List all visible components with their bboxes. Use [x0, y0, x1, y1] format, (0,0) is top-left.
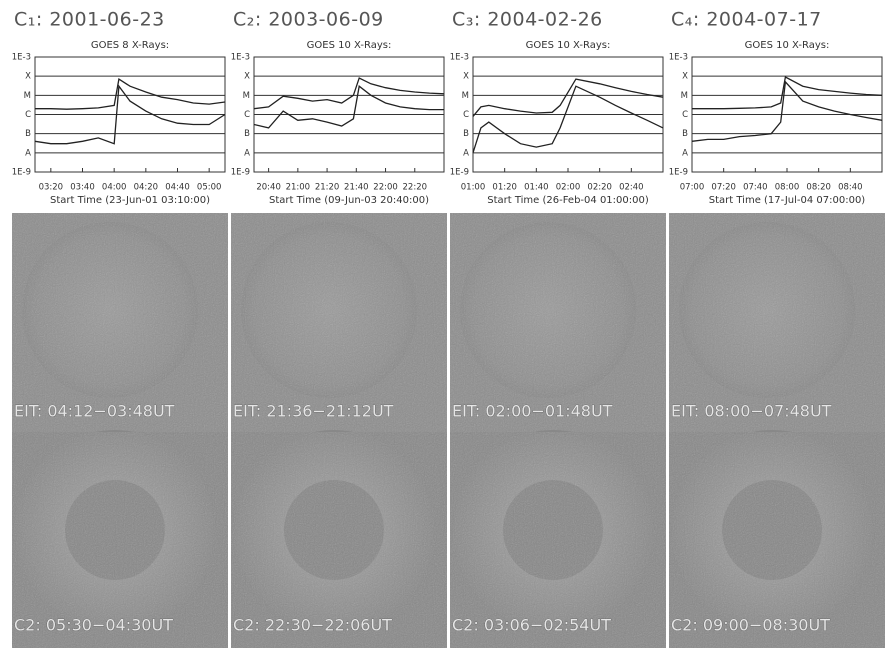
- x-tick-label: 05:00: [197, 183, 222, 193]
- y-tick-label: C: [463, 110, 469, 120]
- y-tick-label: A: [682, 148, 688, 158]
- image-noise: [669, 432, 885, 648]
- y-tick-label: A: [25, 148, 31, 158]
- chart-subtitle: GOES 10 X-Rays:: [745, 40, 830, 51]
- y-tick-label: 1E-3: [669, 53, 688, 63]
- image-noise: [450, 432, 666, 648]
- x-tick-label: 04:20: [134, 183, 159, 193]
- x-axis-label: Start Time (17-Jul-04 07:00:00): [709, 195, 866, 206]
- y-tick-label: M: [243, 91, 250, 101]
- x-tick-label: 04:00: [102, 183, 127, 193]
- x-tick-label: 07:00: [680, 183, 705, 193]
- flux-line: [253, 85, 444, 129]
- y-tick-label: B: [244, 129, 250, 139]
- x-tick-label: 08:40: [838, 183, 863, 193]
- x-axis-label: Start Time (09-Jun-03 20:40:00): [269, 195, 429, 206]
- x-tick-label: 22:00: [373, 183, 398, 193]
- y-tick-label: A: [244, 148, 250, 158]
- flux-line: [34, 84, 226, 145]
- image-noise: [12, 432, 228, 648]
- x-tick-label: 03:20: [39, 183, 64, 193]
- y-tick-label: 1E-3: [450, 53, 469, 63]
- y-tick-label: C: [25, 110, 31, 120]
- eit-label: EIT: 04:12−03:48UT: [14, 402, 175, 421]
- panel-title: C₂: 2003-06-09: [233, 9, 384, 31]
- y-tick-label: B: [25, 129, 31, 139]
- y-tick-label: 1E-9: [12, 168, 31, 178]
- y-tick-label: X: [463, 72, 469, 82]
- y-tick-label: A: [463, 148, 469, 158]
- y-tick-label: B: [682, 129, 688, 139]
- eit-label: EIT: 21:36−21:12UT: [233, 402, 394, 421]
- y-tick-label: C: [244, 110, 250, 120]
- x-tick-label: 01:20: [492, 183, 517, 193]
- x-tick-label: 02:40: [619, 183, 644, 193]
- x-axis-label: Start Time (23-Jun-01 03:10:00): [50, 195, 210, 206]
- eit-label: EIT: 08:00−07:48UT: [671, 402, 832, 421]
- panel-title: C₄: 2004-07-17: [671, 9, 822, 31]
- chart-subtitle: GOES 8 X-Rays:: [91, 40, 169, 51]
- y-tick-label: 1E-3: [231, 53, 250, 63]
- x-tick-label: 21:20: [315, 183, 340, 193]
- chart-subtitle: GOES 10 X-Rays:: [307, 40, 392, 51]
- flux-line: [472, 78, 664, 117]
- x-tick-label: 02:20: [587, 183, 612, 193]
- image-noise: [450, 213, 666, 432]
- y-tick-label: C: [682, 110, 688, 120]
- c2-label: C2: 03:06−02:54UT: [452, 616, 611, 635]
- y-tick-label: X: [25, 72, 31, 82]
- y-tick-label: 1E-9: [450, 168, 469, 178]
- x-tick-label: 20:40: [256, 183, 281, 193]
- x-tick-label: 01:00: [461, 183, 486, 193]
- y-tick-label: M: [681, 91, 688, 101]
- y-tick-label: M: [24, 91, 31, 101]
- y-tick-label: X: [244, 72, 250, 82]
- y-tick-label: 1E-9: [669, 168, 688, 178]
- c2-label: C2: 09:00−08:30UT: [671, 616, 830, 635]
- flux-line: [692, 76, 883, 110]
- flux-line: [35, 78, 226, 110]
- x-tick-label: 08:00: [775, 183, 800, 193]
- image-noise: [231, 213, 447, 432]
- c2-label: C2: 22:30−22:06UT: [233, 616, 392, 635]
- chart-subtitle: GOES 10 X-Rays:: [526, 40, 611, 51]
- x-tick-label: 08:20: [806, 183, 831, 193]
- image-noise: [12, 213, 228, 432]
- y-tick-label: 1E-9: [231, 168, 250, 178]
- x-tick-label: 02:00: [556, 183, 581, 193]
- x-axis-label: Start Time (26-Feb-04 01:00:00): [487, 195, 649, 206]
- x-tick-label: 01:40: [524, 183, 549, 193]
- x-tick-label: 22:20: [403, 183, 428, 193]
- panel-title: C₁: 2001-06-23: [14, 9, 165, 31]
- x-tick-label: 21:40: [344, 183, 369, 193]
- y-tick-label: 1E-3: [12, 53, 31, 63]
- x-tick-label: 04:40: [165, 183, 190, 193]
- image-noise: [231, 432, 447, 648]
- eit-label: EIT: 02:00−01:48UT: [452, 402, 613, 421]
- y-tick-label: M: [462, 91, 469, 101]
- flux-line: [472, 85, 664, 153]
- x-tick-label: 21:00: [286, 183, 311, 193]
- flux-line: [253, 77, 445, 110]
- y-tick-label: B: [463, 129, 469, 139]
- x-tick-label: 07:20: [711, 183, 736, 193]
- x-tick-label: 07:40: [743, 183, 768, 193]
- x-tick-label: 03:40: [70, 183, 95, 193]
- y-tick-label: X: [682, 72, 688, 82]
- c2-label: C2: 05:30−04:30UT: [14, 616, 173, 635]
- flux-line: [691, 80, 883, 142]
- image-noise: [669, 213, 885, 432]
- panel-title: C₃: 2004-02-26: [452, 9, 603, 31]
